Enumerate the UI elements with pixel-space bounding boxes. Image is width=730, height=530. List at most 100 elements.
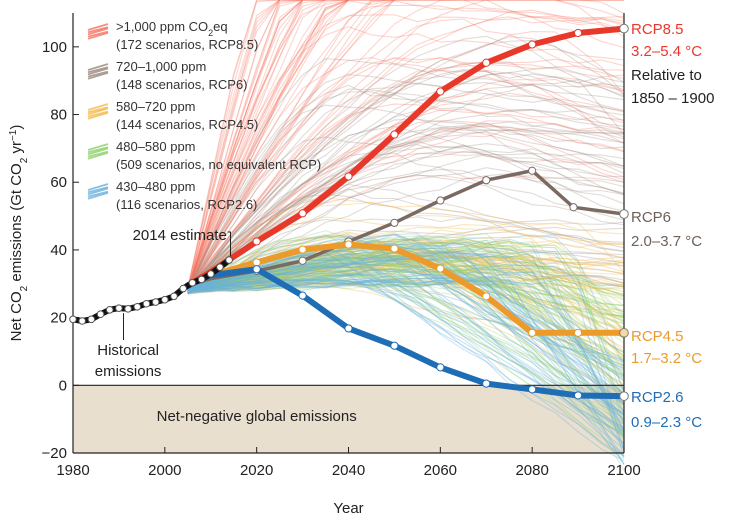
- series-point-rcp2.6: [573, 391, 583, 400]
- legend-swatch-line: [87, 26, 109, 34]
- scenario-line-4: [187, 280, 625, 458]
- estimate-2014-label: 2014 estimate: [133, 227, 227, 244]
- scenario-line-0: [187, 57, 625, 292]
- scenario-line-0: [187, 57, 625, 290]
- scenario-line-1: [187, 61, 625, 289]
- scenario-line-2: [187, 201, 625, 292]
- scenario-line-1: [187, 35, 625, 288]
- legend-swatch-line: [87, 147, 109, 156]
- legend-entry-range: 720–1,000 ppm: [116, 59, 206, 74]
- scenario-line-0: [187, 0, 624, 290]
- scenario-line-4: [187, 278, 625, 425]
- scenario-line-1: [187, 69, 625, 288]
- series-point-rcp2.6: [436, 363, 445, 372]
- scenario-line-2: [187, 232, 625, 296]
- scenario-line-2: [187, 277, 625, 337]
- scenario-line-0: [187, 0, 624, 294]
- scenario-line-0: [187, 0, 624, 292]
- legend-entry-line1: 430–480 ppm: [116, 179, 196, 194]
- scenario-line-3: [187, 251, 625, 416]
- scenario-line-2: [187, 260, 625, 297]
- scenario-line-0: [187, 0, 624, 290]
- series-point-rcp6: [528, 166, 537, 175]
- series-point-rcp4.5: [252, 258, 261, 267]
- relative-to-label: Relative to: [631, 67, 702, 84]
- y-axis-title-part: emissions (Gt CO: [8, 163, 25, 286]
- legend-swatch-line: [87, 111, 109, 120]
- y-axis-title-part: −1: [8, 129, 19, 141]
- scenario-line-4: [187, 233, 625, 379]
- x-tick-label: 1980: [56, 462, 89, 479]
- legend-entry-range: 580–720 ppm: [116, 99, 196, 114]
- scenario-line-2: [187, 263, 625, 352]
- historical-point: [115, 304, 123, 312]
- historical-point: [133, 302, 142, 311]
- scenario-line-0: [187, 0, 625, 294]
- historical-point: [206, 270, 215, 278]
- scenario-line-3: [187, 266, 625, 313]
- scenario-line-3: [187, 259, 625, 307]
- scenario-line-0: [187, 26, 625, 292]
- scenario-line-0: [187, 0, 624, 294]
- scenario-line-4: [187, 263, 625, 453]
- series-point-rcp2.6: [619, 391, 629, 401]
- historical-point: [69, 315, 77, 324]
- scenario-line-0: [187, 0, 624, 293]
- legend-entry-line2: (144 scenarios, RCP4.5): [116, 117, 258, 132]
- scenario-line-0: [187, 0, 624, 293]
- scenario-line-4: [187, 239, 625, 404]
- end-range-rcp8.5: 3.2–5.4 °C: [631, 43, 702, 60]
- scenario-line-4: [187, 271, 625, 450]
- scenario-line-1: [187, 173, 625, 289]
- scenario-line-4: [187, 265, 625, 414]
- series-point-rcp2.6: [252, 265, 261, 274]
- rcp-series: [184, 23, 629, 401]
- legend-swatch-line: [87, 27, 109, 36]
- scenario-line-1: [187, 188, 625, 291]
- scenario-line-2: [187, 279, 625, 359]
- scenario-line-0: [187, 56, 625, 292]
- series-point-rcp2.6: [482, 379, 491, 388]
- series-point-rcp6: [298, 256, 307, 265]
- y-axis-title: Net CO2 emissions (Gt CO2 yr−1): [8, 125, 30, 342]
- legend-swatch-line: [87, 146, 109, 154]
- scenario-line-0: [187, 9, 625, 293]
- scenario-line-1: [187, 126, 625, 291]
- scenario-line-3: [187, 264, 625, 297]
- scenario-line-0: [187, 31, 625, 293]
- historical-point: [142, 299, 151, 308]
- scenario-line-0: [187, 0, 625, 289]
- scenario-line-0: [187, 63, 625, 291]
- scenario-line-0: [187, 152, 625, 289]
- scenario-line-4: [187, 268, 625, 404]
- end-label-rcp8.5: RCP8.5: [631, 21, 684, 38]
- scenario-line-4: [187, 253, 625, 413]
- historical-point: [161, 295, 169, 304]
- scenario-line-4: [187, 278, 625, 431]
- series-point-rcp4.5: [344, 240, 353, 249]
- scenario-line-1: [187, 235, 625, 295]
- scenario-line-2: [187, 266, 625, 353]
- legend-swatch-line: [87, 67, 109, 76]
- y-tick-label: 60: [50, 174, 67, 191]
- scenario-line-0: [187, 0, 625, 289]
- scenario-line-0: [187, 103, 625, 294]
- scenario-line-3: [187, 274, 625, 306]
- scenario-line-1: [187, 145, 625, 289]
- scenario-line-0: [187, 0, 624, 294]
- historical-point: [151, 298, 160, 306]
- scenario-line-3: [187, 265, 625, 301]
- series-point-rcp4.5: [436, 264, 445, 273]
- scenario-line-2: [187, 245, 625, 404]
- scenario-line-0: [187, 0, 624, 290]
- end-label-rcp4.5: RCP4.5: [631, 328, 684, 345]
- scenario-line-3: [187, 253, 625, 423]
- legend-swatch-line: [87, 30, 109, 38]
- scenario-line-0: [187, 0, 624, 294]
- scenario-line-0: [187, 83, 625, 295]
- scenario-line-0: [187, 0, 624, 289]
- scenario-line-3: [187, 241, 625, 316]
- series-point-rcp8.5: [573, 28, 583, 38]
- scenario-line-0: [187, 0, 624, 293]
